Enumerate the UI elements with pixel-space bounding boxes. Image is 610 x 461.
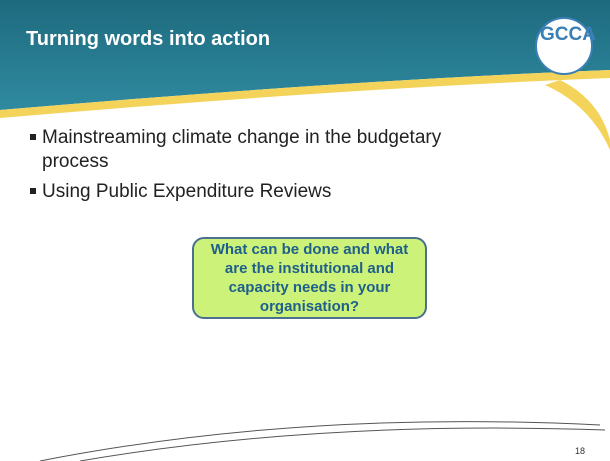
bullet-list: Mainstreaming climate change in the budg… bbox=[30, 126, 470, 210]
footer-curve bbox=[39, 421, 601, 461]
header-stripe bbox=[0, 70, 610, 118]
callout: What can be done and what are the instit… bbox=[192, 237, 427, 319]
title: Turning words into action bbox=[26, 28, 271, 50]
page-number: 18 bbox=[575, 446, 586, 456]
logo: GCCA bbox=[540, 24, 596, 45]
footer-curve bbox=[79, 427, 606, 461]
bullet: Using Public Expenditure Reviews bbox=[30, 180, 470, 204]
bullet: Mainstreaming climate change in the budg… bbox=[30, 126, 470, 174]
logo-circle bbox=[535, 17, 593, 75]
header-band bbox=[0, 0, 610, 110]
corner-stripe bbox=[545, 80, 610, 150]
